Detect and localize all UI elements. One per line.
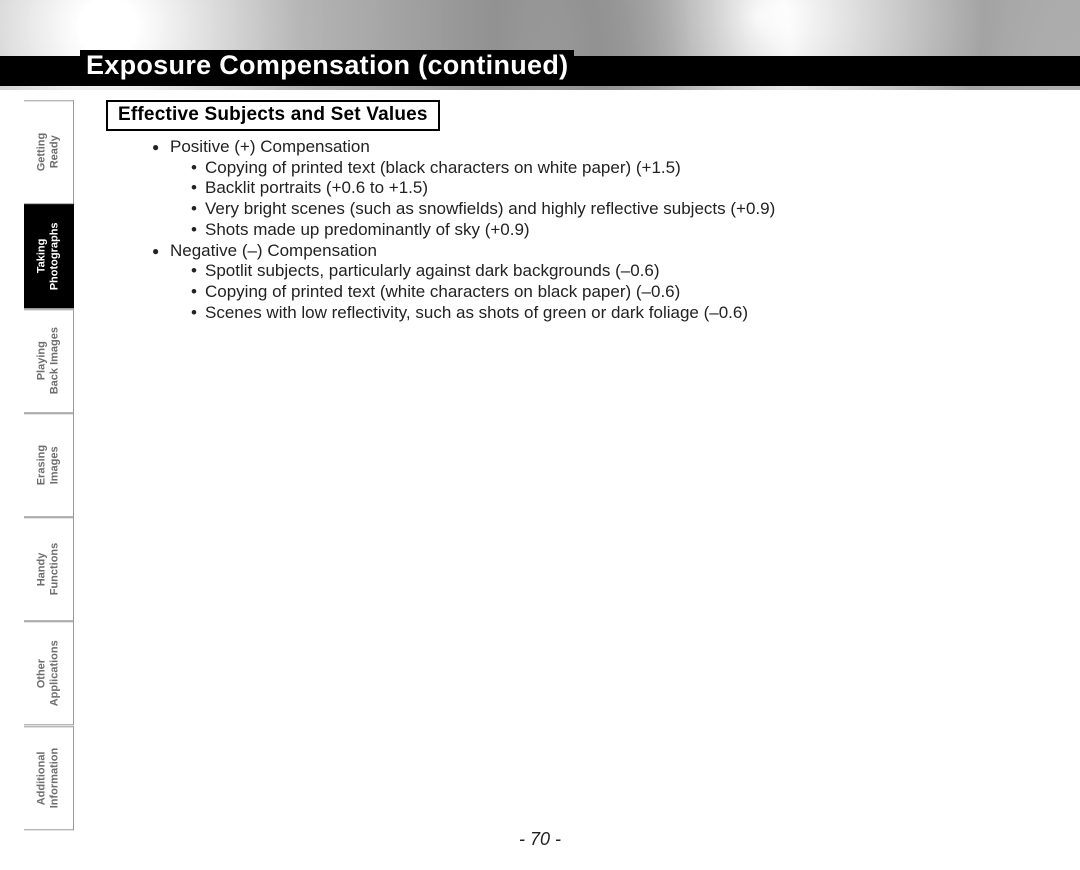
group-0-item-2: Very bright scenes (such as snowfields) … — [205, 199, 1040, 220]
group-heading-1: Negative (–) Compensation — [170, 241, 1040, 262]
sidebar-tab-5[interactable]: Other Applications — [24, 621, 74, 725]
group-0-item-0: Copying of printed text (black character… — [205, 158, 1040, 179]
page-title: Exposure Compensation (continued) — [80, 50, 574, 81]
page-number: - 70 - — [0, 829, 1080, 850]
group-1-item-2: Scenes with low reflectivity, such as sh… — [205, 303, 1040, 324]
group-heading-0: Positive (+) Compensation — [170, 137, 1040, 158]
group-0-item-3: Shots made up predominantly of sky (+0.9… — [205, 220, 1040, 241]
sidebar-tab-6[interactable]: Additional Information — [24, 726, 74, 830]
sidebar-tab-4[interactable]: Handy Functions — [24, 517, 74, 621]
sidebar-tab-0[interactable]: Getting Ready — [24, 100, 74, 204]
group-0-item-1: Backlit portraits (+0.6 to +1.5) — [205, 178, 1040, 199]
sidebar-tabs: Getting ReadyTaking PhotographsPlaying B… — [24, 100, 74, 830]
sidebar-tab-3[interactable]: Erasing Images — [24, 413, 74, 517]
group-1-item-0: Spotlit subjects, particularly against d… — [205, 261, 1040, 282]
sidebar-tab-1[interactable]: Taking Photographs — [24, 204, 74, 308]
section-heading: Effective Subjects and Set Values — [106, 100, 440, 131]
body-text: Positive (+) CompensationCopying of prin… — [110, 137, 1040, 324]
main-content: Effective Subjects and Set Values Positi… — [100, 100, 1040, 324]
group-1-item-1: Copying of printed text (white character… — [205, 282, 1040, 303]
sidebar-tab-2[interactable]: Playing Back Images — [24, 309, 74, 413]
title-bar: Exposure Compensation (continued) — [0, 56, 1080, 86]
